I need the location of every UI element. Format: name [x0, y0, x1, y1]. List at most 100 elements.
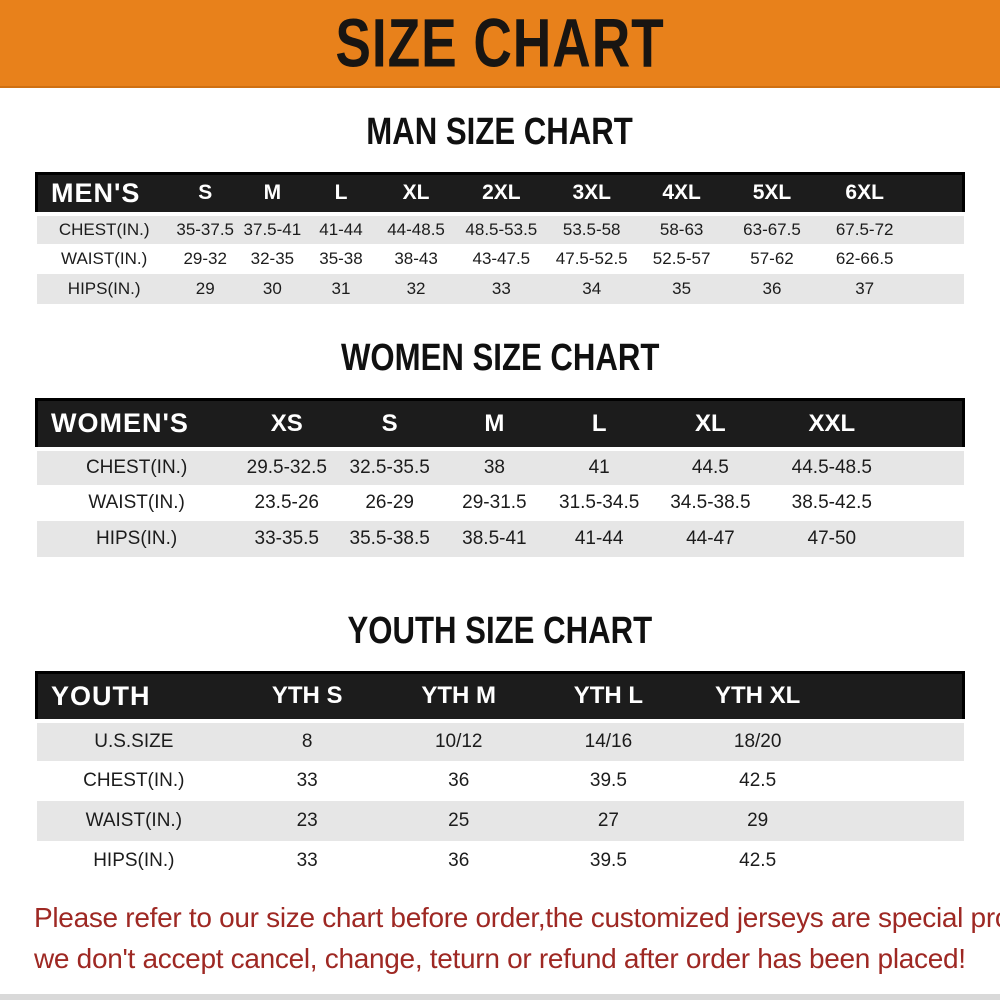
spacer-cell [912, 274, 964, 304]
spacer-cell [911, 172, 965, 215]
measure-row-label: CHEST(IN.) [36, 211, 172, 244]
size-value-cell: 42.5 [739, 849, 777, 871]
size-column-header: L [306, 172, 376, 215]
size-column-header: XXL [768, 397, 895, 451]
measure-row-label: WAIST(IN.) [88, 492, 185, 513]
size-value-cell: 57-62 [750, 248, 794, 268]
size-value-cell: 29 [747, 809, 769, 831]
banner-title: SIZE CHART [335, 4, 665, 82]
size-value-cell: 36 [448, 769, 470, 791]
size-value-cell: 25 [448, 809, 470, 831]
spacer-cell [832, 718, 964, 761]
size-column-header: XL [651, 397, 769, 451]
disclaimer-line-2: we don't accept cancel, change, teturn o… [34, 942, 966, 974]
size-value-cell: 14/16 [534, 718, 683, 761]
size-value-cell: 43-47.5 [472, 248, 531, 268]
table-header-row: WOMEN'S XS S M L XL XXL [34, 397, 965, 451]
size-value-cell: 29-31.5 [462, 492, 527, 513]
size-value-cell: 41-44 [574, 528, 624, 549]
size-value-cell: 63-67.5 [726, 211, 818, 244]
measure-row-label: WAIST(IN.) [85, 809, 183, 831]
table-row: CHEST(IN.) 33 36 39.5 42.5 [37, 761, 964, 801]
youth-size-chart-title: YOUTH SIZE CHART [347, 610, 653, 652]
size-value-cell: 33 [491, 278, 511, 298]
size-value-cell: 35-38 [319, 248, 363, 268]
size-value-cell: 35.5-38.5 [349, 528, 430, 549]
table-row: WAIST(IN.) 29-32 32-35 35-38 38-43 43-47.5 47.… [37, 244, 964, 274]
size-column-header: XS [236, 397, 337, 451]
measure-row-label: CHEST(IN.) [83, 769, 185, 791]
women-size-table: WOMEN'S XS S M L XL XXL CHEST(IN.) 29.5-32.5 32.5… [34, 397, 965, 557]
bottom-edge-strip [0, 994, 1000, 1000]
size-column-header: YTH XL [682, 671, 833, 722]
size-value-cell: 32-35 [250, 248, 295, 268]
size-value-cell: 33-35.5 [254, 528, 319, 549]
table-row: CHEST(IN.) 29.5-32.5 32.5-35.5 38 41 44.5 44.5… [36, 447, 964, 485]
size-value-cell: 39.5 [589, 849, 627, 871]
table-header-row: MEN'S S M L XL 2XL 3XL 4XL 5XL 6XL [34, 172, 965, 215]
measure-row-label: U.S.SIZE [36, 718, 232, 761]
size-value-cell: 42.5 [739, 769, 777, 791]
size-value-cell: 37.5-41 [238, 211, 307, 244]
size-value-cell: 29.5-32.5 [236, 447, 337, 485]
size-column-header: S [171, 172, 239, 215]
measure-row-label: CHEST(IN.) [36, 447, 237, 485]
size-value-cell: 34 [582, 278, 602, 298]
size-value-cell: 36 [448, 849, 470, 871]
size-value-cell: 32 [406, 278, 426, 298]
size-value-cell: 38-43 [394, 248, 438, 268]
size-value-cell: 35 [672, 278, 692, 298]
size-value-cell: 31 [331, 278, 351, 298]
size-value-cell: 37 [855, 278, 875, 298]
size-value-cell: 26-29 [365, 492, 414, 513]
size-value-cell: 44-48.5 [375, 211, 457, 244]
table-header-label: WOMEN'S [34, 397, 237, 451]
size-column-header: 6XL [817, 172, 912, 215]
spacer-cell [833, 801, 964, 841]
size-value-cell: 38.5-41 [462, 528, 527, 549]
size-column-header: S [336, 397, 443, 451]
size-table: WOMEN'S XS S M L XL XXL CHEST(IN.) 29.5-32.5 32.5… [34, 397, 965, 557]
spacer-cell [832, 671, 965, 722]
size-value-cell: 18/20 [682, 718, 833, 761]
spacer-cell [912, 244, 964, 274]
size-value-cell: 33 [296, 769, 318, 791]
table-row: HIPS(IN.) 29 30 31 32 33 34 35 36 37 [36, 273, 964, 304]
size-table: MEN'S S M L XL 2XL 3XL 4XL 5XL 6XL CHEST(IN.) 35-37… [34, 172, 965, 304]
size-value-cell: 67.5-72 [817, 211, 912, 244]
size-value-cell: 27 [597, 809, 619, 831]
size-value-cell: 30 [262, 278, 282, 298]
size-column-header: L [546, 397, 652, 451]
women-size-chart-title: WOMEN SIZE CHART [340, 336, 660, 379]
table-header-label: MEN'S [34, 172, 172, 215]
size-value-cell: 44-47 [686, 528, 735, 549]
size-value-cell: 38 [442, 447, 547, 485]
size-value-cell: 44.5-48.5 [768, 447, 895, 485]
size-column-header: YTH L [534, 671, 683, 722]
table-row: WAIST(IN.) 23 25 27 29 [36, 800, 964, 841]
table-row: WAIST(IN.) 23.5-26 26-29 29-31.5 31.5-34.5 34… [37, 485, 964, 521]
size-column-header: 4XL [637, 172, 727, 215]
table-row: HIPS(IN.) 33-35.5 35.5-38.5 38.5-41 41-44 44-… [36, 521, 964, 557]
size-column-header: 3XL [546, 172, 638, 215]
spacer-cell [911, 211, 964, 244]
size-value-cell: 10/12 [383, 718, 535, 761]
spacer-cell [833, 761, 964, 801]
size-value-cell: 8 [231, 718, 384, 761]
size-value-cell: 36 [762, 278, 782, 298]
measure-row-label: WAIST(IN.) [61, 248, 148, 268]
size-table: YOUTH YTH S YTH M YTH L YTH XL U.S.SIZE 8 10/12… [35, 671, 965, 881]
table-row: CHEST(IN.) 35-37.5 37.5-41 41-44 44-48.5 48.5… [36, 211, 964, 244]
size-column-header: YTH S [231, 671, 384, 722]
measure-row-label: HIPS(IN.) [93, 849, 175, 871]
size-column-header: 2XL [456, 172, 547, 215]
size-column-header: M [442, 397, 547, 451]
size-value-cell: 31.5-34.5 [559, 492, 640, 513]
size-value-cell: 23.5-26 [254, 492, 319, 513]
size-chart-banner: SIZE CHART [0, 0, 1000, 88]
size-value-cell: 33 [296, 849, 318, 871]
youth-size-table: YOUTH YTH S YTH M YTH L YTH XL U.S.SIZE 8 10/12… [35, 671, 965, 881]
man-size-chart-title: MAN SIZE CHART [366, 111, 634, 153]
size-value-cell: 39.5 [589, 769, 627, 791]
size-value-cell: 44.5 [651, 447, 769, 485]
